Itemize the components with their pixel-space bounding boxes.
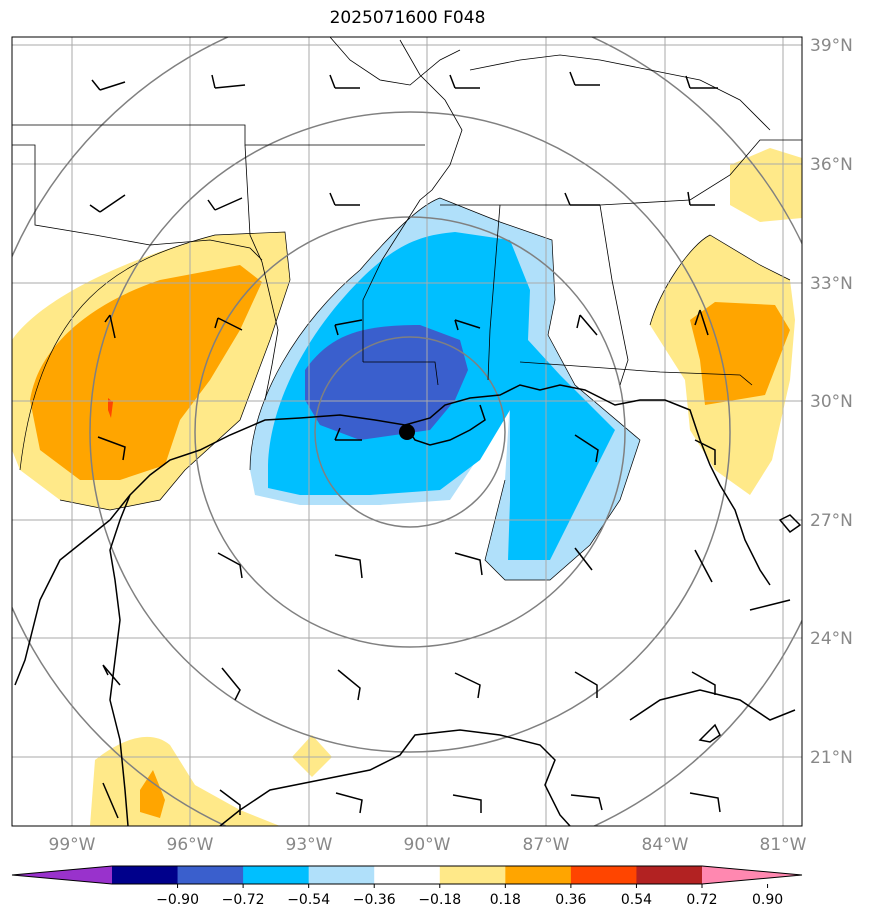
colorbar-segment	[570, 866, 637, 884]
colorbar-segment	[308, 866, 375, 884]
latitude-labels: 39°N 36°N 33°N 30°N 27°N 24°N 21°N	[810, 36, 853, 768]
colorbar-segment	[112, 866, 179, 884]
lon-label: 99°W	[49, 835, 96, 855]
coastline	[14, 384, 802, 826]
lon-label: 81°W	[760, 835, 807, 855]
range-rings	[12, 37, 802, 826]
lat-label: 27°N	[810, 511, 853, 531]
colorbar-tick-label: −0.72	[222, 892, 265, 908]
colorbar-tick-label: 0.18	[490, 892, 521, 908]
lat-label: 21°N	[810, 748, 853, 768]
colorbar-segment	[636, 866, 703, 884]
colorbar-segment	[243, 866, 310, 884]
colorbar-tick-label: 0.90	[752, 892, 783, 908]
colorbar-extend-high	[702, 866, 802, 884]
colorbar-tick-label: −0.90	[156, 892, 199, 908]
plot-title: 2025071600 F048	[329, 8, 486, 28]
lon-label: 93°W	[286, 835, 333, 855]
colorbar-segment	[439, 866, 506, 884]
lat-label: 30°N	[810, 392, 853, 412]
center-marker	[399, 424, 415, 440]
longitude-labels: 99°W 96°W 93°W 90°W 87°W 84°W 81°W	[49, 835, 807, 855]
lat-lon-grid	[12, 37, 802, 826]
lat-label: 39°N	[810, 36, 853, 56]
lon-label: 84°W	[642, 835, 689, 855]
colorbar-tick-label: −0.54	[287, 892, 330, 908]
colorbar-tick-label: 0.54	[621, 892, 652, 908]
colorbar-tick-label: 0.36	[555, 892, 586, 908]
colorbar: −0.90 −0.72 −0.54 −0.36 −0.18 0.18 0.36 0.54 0.7…	[11, 865, 803, 908]
colorbar-segment	[505, 866, 572, 884]
lon-label: 87°W	[523, 835, 570, 855]
colorbar-segment	[374, 866, 441, 884]
colorbar-segment	[177, 866, 244, 884]
shaded-field	[12, 148, 802, 826]
colorbar-tick-label: 0.72	[686, 892, 717, 908]
state-borders	[12, 37, 802, 401]
lat-label: 33°N	[810, 274, 853, 294]
lon-label: 90°W	[404, 835, 451, 855]
map-frame	[11, 36, 803, 827]
lat-label: 36°N	[810, 155, 853, 175]
lat-label: 24°N	[810, 629, 853, 649]
wind-barbs	[89, 71, 721, 819]
colorbar-outline	[11, 865, 803, 885]
colorbar-tick-label: −0.18	[418, 892, 461, 908]
colorbar-tick-label: −0.36	[353, 892, 396, 908]
colorbar-extend-low	[12, 866, 112, 884]
lon-label: 96°W	[167, 835, 214, 855]
